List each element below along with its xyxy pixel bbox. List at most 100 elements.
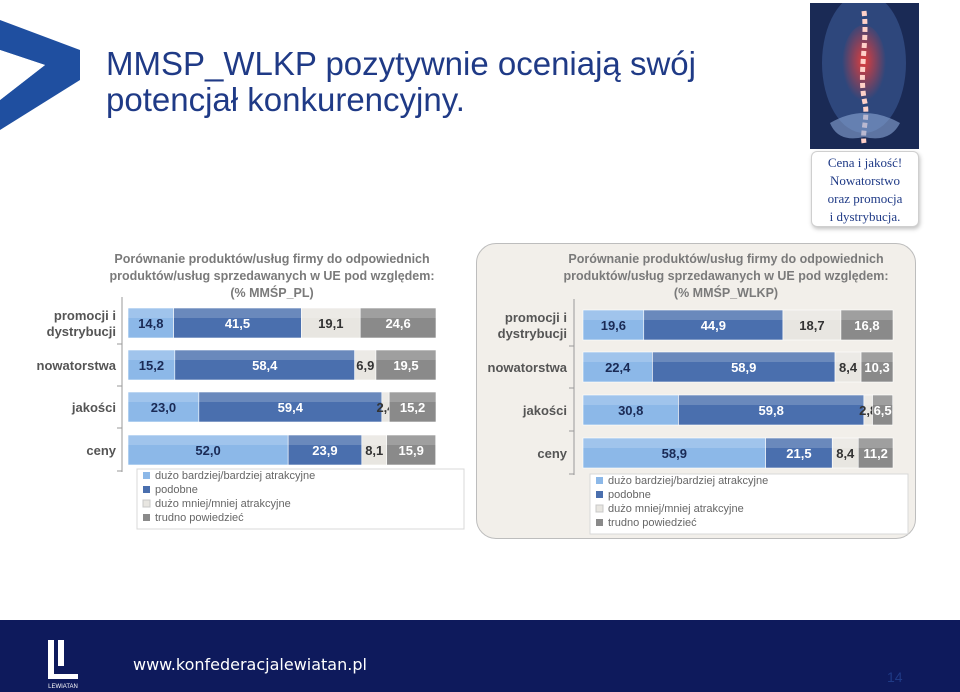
- legend-swatch: [143, 486, 150, 493]
- data-label: 8,4: [839, 360, 858, 375]
- data-label: 19,5: [393, 358, 418, 373]
- logo-text: LEWIATAN: [48, 684, 78, 690]
- bar-segment: [361, 434, 388, 466]
- bar-highlight: [678, 395, 864, 405]
- data-label: 44,9: [701, 318, 726, 333]
- bar-highlight: [835, 352, 862, 362]
- bar-highlight: [361, 435, 387, 445]
- stacked-bar-chart: Porównanie produktów/usług firmy do odpo…: [37, 252, 465, 530]
- bar-highlight: [863, 395, 873, 405]
- category-label: nowatorstwa: [37, 358, 117, 373]
- bar-segment: [834, 351, 862, 383]
- data-label: 8,1: [365, 443, 383, 458]
- data-label: 21,5: [786, 446, 811, 461]
- bar-highlight: [128, 350, 175, 360]
- bar-segment: [388, 391, 437, 423]
- bar-segment: [582, 437, 766, 469]
- bar-highlight: [174, 350, 355, 360]
- data-label: 52,0: [195, 443, 220, 458]
- bar-segment: [872, 394, 893, 426]
- data-label: 6,9: [356, 358, 374, 373]
- data-label: 19,1: [318, 316, 343, 331]
- data-label: 58,9: [731, 360, 756, 375]
- category-label: dystrybucji: [498, 326, 567, 341]
- bar-highlight: [389, 392, 436, 402]
- bar-highlight: [381, 392, 390, 402]
- data-label: 41,5: [225, 316, 250, 331]
- chart-title-line: Porównanie produktów/usług firmy do odpo…: [114, 252, 429, 266]
- spine-xray-image: [810, 3, 919, 149]
- legend-label: dużo mniej/mniej atrakcyjne: [608, 503, 744, 515]
- category-label: dystrybucji: [47, 324, 116, 339]
- legend-box: [589, 473, 909, 535]
- chart-title-line: produktów/usług sprzedawanych w UE pod w…: [109, 269, 434, 283]
- legend-label: dużo mniej/mniej atrakcyjne: [155, 498, 291, 510]
- legend-swatch: [143, 514, 150, 521]
- data-label: 18,7: [799, 318, 824, 333]
- legend-swatch: [143, 472, 150, 479]
- bar-segment: [860, 351, 894, 383]
- legend-label: podobne: [608, 489, 651, 501]
- bar-highlight: [360, 308, 436, 318]
- bar-segment: [127, 307, 174, 339]
- bar-highlight: [583, 438, 766, 448]
- data-label: 6,5: [874, 403, 892, 418]
- category-label: promocji i: [505, 310, 567, 325]
- data-label: 11,2: [863, 446, 888, 461]
- bar-highlight: [583, 395, 679, 405]
- category-label: jakości: [71, 400, 116, 415]
- data-label: 58,9: [662, 446, 687, 461]
- bar-highlight: [128, 435, 289, 445]
- chart-title-line: (% MMŚP_PL): [230, 285, 313, 300]
- callout-line: Nowatorstwo: [829, 173, 901, 188]
- legend-label: dużo bardziej/bardziej atrakcyjne: [155, 470, 315, 482]
- category-label: nowatorstwa: [488, 360, 568, 375]
- bar-highlight: [861, 352, 893, 362]
- bar-segment: [127, 349, 176, 381]
- bar-highlight: [301, 308, 361, 318]
- legend-box: [136, 468, 465, 530]
- footer-url[interactable]: www.konfederacjalewiatan.pl: [133, 655, 367, 674]
- data-label: 19,6: [601, 318, 626, 333]
- data-label: 58,4: [252, 358, 278, 373]
- bar-segment: [643, 309, 784, 341]
- category-label: ceny: [537, 446, 567, 461]
- legend-swatch: [595, 504, 604, 513]
- bar-highlight: [354, 350, 376, 360]
- data-label: 10,3: [864, 360, 889, 375]
- legend-label: trudno powiedzieć: [608, 517, 697, 529]
- bar-highlight: [858, 438, 893, 448]
- lewiatan-logo: LEWIATAN: [48, 640, 78, 690]
- bar-segment: [840, 309, 894, 341]
- data-label: 15,2: [139, 358, 164, 373]
- bar-segment: [287, 434, 363, 466]
- data-label: 8,4: [836, 446, 855, 461]
- bar-segment: [375, 349, 437, 381]
- bar-highlight: [832, 438, 859, 448]
- chart-title-line: Porównanie produktów/usług firmy do odpo…: [568, 252, 883, 266]
- legend-swatch: [596, 491, 603, 498]
- data-label: 24,6: [385, 316, 410, 331]
- category-label: jakości: [522, 403, 567, 418]
- legend-label: podobne: [155, 484, 198, 496]
- data-label: 15,9: [399, 443, 424, 458]
- charts-canvas: Porównanie produktów/usług firmy do odpo…: [37, 252, 909, 535]
- data-label: 15,2: [400, 400, 425, 415]
- category-label: ceny: [86, 443, 116, 458]
- data-label: 59,4: [278, 400, 304, 415]
- bar-highlight: [872, 395, 893, 405]
- bar-segment: [582, 351, 653, 383]
- bar-highlight: [840, 310, 893, 320]
- bar-segment: [174, 349, 355, 381]
- data-label: 22,4: [605, 360, 631, 375]
- footer-bar: [0, 620, 960, 692]
- bar-highlight: [198, 392, 382, 402]
- chart-title-line: produktów/usług sprzedawanych w UE pod w…: [563, 269, 888, 283]
- bar-highlight: [765, 438, 833, 448]
- bar-highlight: [173, 308, 302, 318]
- bar-segment: [857, 437, 894, 469]
- data-label: 23,0: [151, 400, 176, 415]
- bar-segment: [678, 394, 865, 426]
- data-label: 14,8: [138, 316, 163, 331]
